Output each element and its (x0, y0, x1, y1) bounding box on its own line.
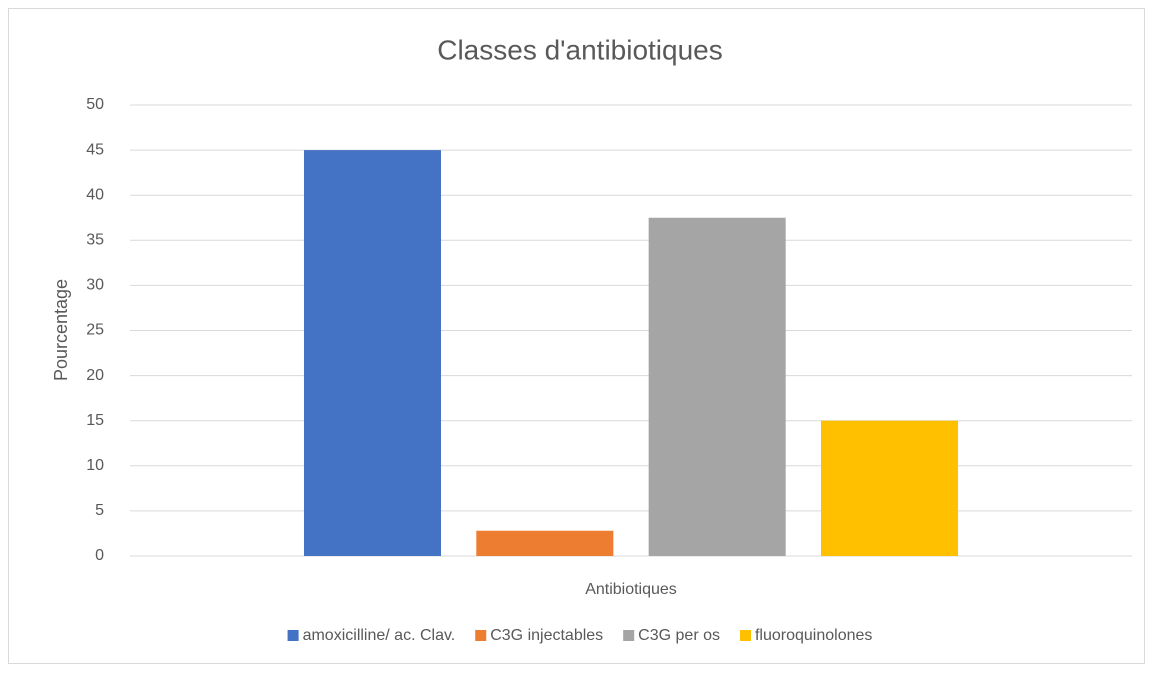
y-axis-label: Pourcentage (51, 279, 71, 381)
y-tick-label: 35 (86, 232, 104, 249)
bar (648, 217, 786, 556)
legend-label: C3G per os (638, 627, 720, 644)
bar (476, 530, 614, 556)
legend-swatch (623, 630, 635, 641)
y-tick-label: 0 (95, 547, 104, 564)
legend-label: amoxicilline/ ac. Clav. (303, 627, 456, 644)
legend-label: C3G injectables (490, 627, 603, 644)
legend-swatch (287, 630, 299, 641)
y-tick-label: 20 (86, 367, 104, 384)
y-tick-label: 25 (86, 322, 104, 339)
y-tick-label: 15 (86, 412, 104, 429)
legend-label: fluoroquinolones (755, 627, 872, 644)
bar (821, 420, 959, 556)
y-tick-label: 50 (86, 96, 104, 113)
y-tick-label: 30 (86, 277, 104, 294)
chart-title: Classes d'antibiotiques (437, 34, 723, 65)
y-tick-label: 45 (86, 141, 104, 158)
bar (303, 150, 441, 556)
y-tick-label: 5 (95, 502, 104, 519)
legend-swatch (739, 630, 751, 641)
x-axis-label: Antibiotiques (585, 581, 677, 598)
legend-swatch (475, 630, 487, 641)
chart-frame (8, 8, 1145, 664)
y-tick-label: 10 (86, 457, 104, 474)
y-tick-label: 40 (86, 186, 104, 203)
